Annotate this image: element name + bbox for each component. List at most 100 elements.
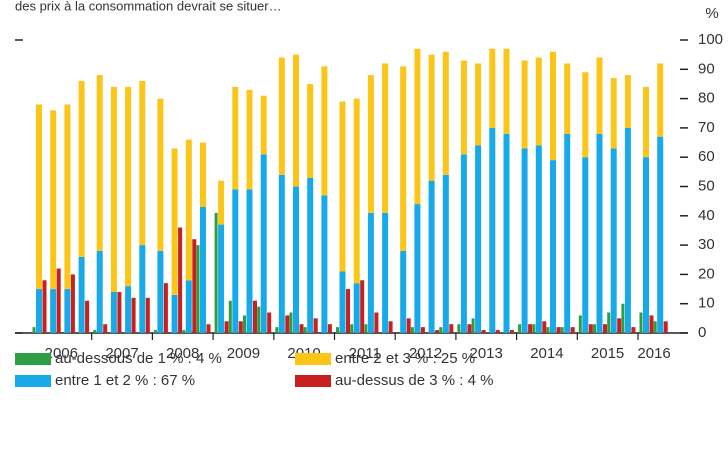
bar	[321, 195, 328, 333]
bar	[550, 160, 556, 333]
bar	[125, 286, 132, 333]
bar	[414, 204, 421, 333]
x-tick-label: 2006	[45, 345, 78, 362]
bar	[336, 327, 339, 333]
y-tick-label: 20	[698, 265, 715, 282]
bar	[157, 98, 164, 251]
bar	[400, 250, 407, 333]
bar	[460, 154, 467, 333]
bar	[560, 327, 564, 333]
legend-value: 25 %	[441, 350, 475, 367]
legend-swatch	[295, 375, 331, 387]
bar	[596, 57, 603, 134]
bar	[171, 148, 178, 295]
bar	[278, 57, 285, 175]
bar	[327, 324, 332, 333]
legend-swatch	[15, 353, 51, 365]
bar	[200, 207, 206, 333]
x-tick-label: 2016	[637, 345, 670, 362]
x-tick-label: 2011	[349, 345, 381, 362]
bar	[293, 54, 299, 187]
bar	[96, 250, 103, 333]
bar	[185, 280, 192, 333]
bar	[467, 324, 472, 333]
bar	[510, 330, 514, 333]
bar	[596, 133, 603, 333]
x-tick-label: 2013	[470, 345, 503, 362]
legend-swatch	[15, 375, 51, 387]
y-tick-label: 80	[698, 90, 715, 107]
y-tick-label: 60	[698, 148, 715, 165]
y-tick-label: 40	[698, 207, 715, 224]
bar	[110, 291, 117, 333]
bar	[414, 48, 421, 205]
legend-value: 67 %	[161, 372, 195, 389]
bar	[367, 75, 374, 213]
bar	[232, 189, 239, 333]
bar	[163, 283, 168, 333]
legend-label: au-dessous de 1 % : 4 %	[55, 350, 222, 367]
bar	[489, 48, 496, 128]
bar	[410, 327, 414, 333]
bar	[145, 297, 150, 333]
bar	[550, 51, 556, 161]
bar	[428, 180, 435, 333]
bar	[582, 72, 589, 158]
bar	[307, 177, 314, 333]
legend-value: 4 %	[468, 372, 494, 389]
bar	[246, 89, 253, 190]
bar	[610, 148, 617, 333]
bar	[578, 315, 582, 333]
legend-separator: :	[148, 372, 161, 389]
bar	[178, 227, 183, 333]
bar	[639, 312, 643, 333]
bar	[442, 51, 449, 175]
bar	[382, 212, 389, 333]
bar	[182, 330, 186, 333]
legend-swatch	[295, 353, 331, 365]
bar	[400, 66, 407, 251]
bar	[93, 330, 97, 333]
bar	[610, 78, 617, 149]
bar	[157, 250, 164, 333]
bar	[196, 245, 200, 333]
bar	[624, 127, 631, 334]
bar	[78, 256, 85, 333]
bar	[518, 324, 522, 333]
y-tick-label: 10	[698, 295, 715, 312]
bar	[253, 300, 257, 333]
bar	[374, 312, 379, 333]
bar	[171, 294, 178, 333]
y-tick-label: 100	[698, 31, 723, 48]
bar	[32, 327, 36, 333]
bar	[50, 110, 57, 290]
bar	[232, 86, 239, 190]
x-tick-label: 2009	[227, 345, 260, 362]
bar	[593, 324, 596, 333]
bar	[117, 291, 122, 333]
bar	[475, 63, 482, 146]
chart-title: des prix à la consommation devrait se si…	[15, 0, 282, 13]
bar	[382, 63, 389, 213]
bar	[350, 324, 354, 333]
bar	[299, 324, 304, 333]
bar	[206, 324, 211, 333]
bar	[285, 315, 290, 333]
legend-label: au-dessus de 3 % : 4 %	[335, 372, 493, 389]
bar	[503, 133, 510, 333]
bar	[125, 86, 132, 287]
bar	[367, 212, 374, 333]
bar	[435, 330, 440, 333]
legend-name: entre 2 et 3 %	[335, 350, 428, 367]
bar	[607, 312, 611, 333]
bar	[85, 300, 90, 333]
y-tick-label: 70	[698, 119, 715, 136]
bar	[153, 330, 157, 333]
bar	[521, 60, 528, 149]
y-tick-label: 30	[698, 236, 715, 253]
y-tick-label: 90	[698, 60, 715, 77]
bar	[278, 174, 285, 333]
bar	[260, 154, 267, 333]
bar	[621, 303, 625, 333]
